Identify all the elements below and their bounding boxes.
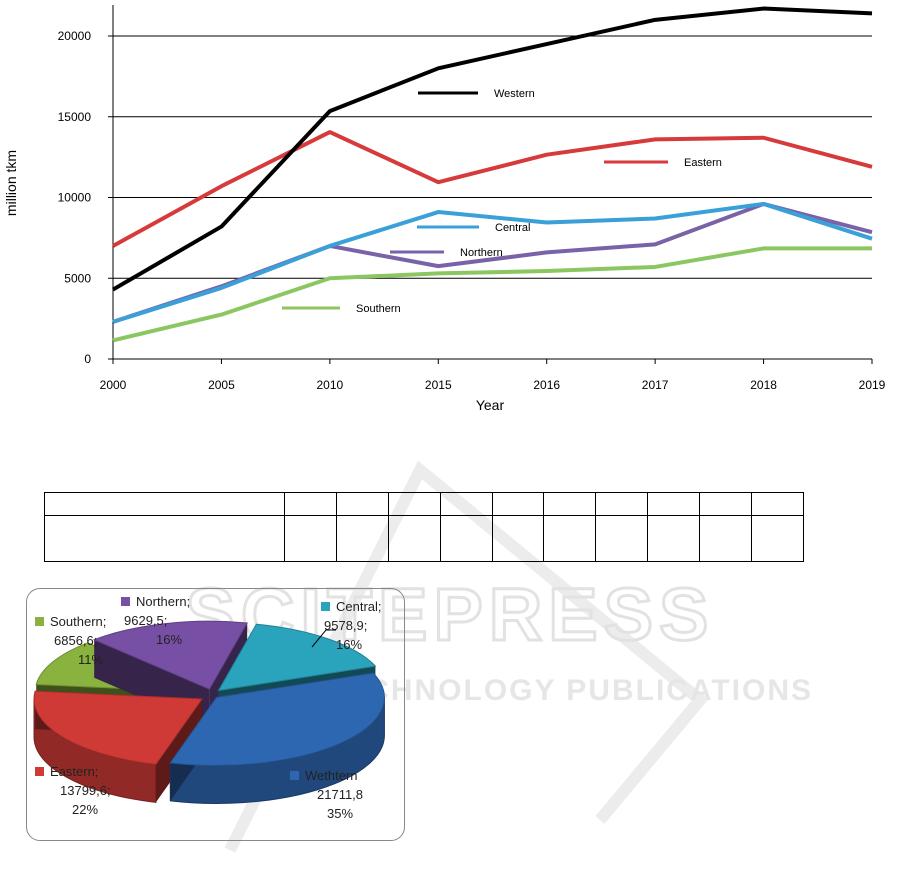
pie-label-pct: 22% (72, 802, 98, 817)
pie-label-pct: 16% (336, 637, 362, 652)
pie-chart-frame (26, 588, 405, 841)
table-row (44, 492, 804, 516)
y-tick-label: 0 (84, 352, 91, 366)
pie-label-name: Eastern; (50, 764, 98, 779)
y-tick-label: 10000 (58, 191, 92, 205)
pie-slice-top (92, 620, 248, 690)
legend-label: Western (494, 88, 535, 100)
pie-slice-top (217, 623, 377, 692)
pie-label-name: Wethtern (305, 768, 358, 783)
legend-label: Northern (460, 247, 503, 259)
x-tick-label: 2000 (100, 378, 127, 392)
y-axis-title: million tkm (3, 150, 19, 216)
series-line-central (112, 201, 873, 324)
pie-label-value: 21711,8 (317, 787, 363, 802)
pie-legend-marker (35, 767, 44, 776)
pie-slice-wethtern (169, 672, 385, 804)
pie-label-value: 9629,5; (124, 613, 167, 628)
pie-label-pct: 16% (156, 632, 182, 647)
pie-label-pct: 11% (78, 652, 103, 667)
pie-legend-marker (35, 617, 44, 626)
series-line-western (111, 6, 873, 292)
table-row (44, 515, 804, 562)
pie-legend-marker (321, 602, 330, 611)
pie-leader-line (311, 629, 336, 648)
pie-legend-marker (121, 597, 130, 606)
legend-label: Central (495, 222, 530, 234)
x-axis-title: Year (476, 397, 505, 413)
pie-slice-eastern (33, 690, 203, 803)
x-tick-label: 2005 (208, 378, 235, 392)
pie-slice-top (33, 690, 203, 765)
x-tick-label: 2018 (750, 378, 777, 392)
x-tick-label: 2017 (642, 378, 669, 392)
series-line-southern (112, 246, 872, 343)
legend-label: Eastern (684, 157, 722, 169)
pie-label-name: Southern; (50, 614, 106, 629)
x-tick-label: 2010 (317, 378, 344, 392)
y-tick-label: 20000 (58, 29, 92, 43)
x-tick-label: 2015 (425, 378, 452, 392)
x-tick-label: 2019 (859, 378, 886, 392)
pie-label-value: 6856,6; (54, 633, 97, 648)
y-tick-label: 5000 (64, 271, 91, 285)
pie-label-name: Central; (336, 599, 382, 614)
pie-slice-top (169, 672, 385, 766)
legend-label: Southern (356, 303, 401, 315)
series-line-eastern (112, 130, 873, 248)
empty-table (44, 492, 804, 562)
line-chart: 0 5000 10000 15000 20000 2000 2005 2010 2015 2016… (3, 5, 886, 413)
pie-label-value: 9578,9; (324, 618, 367, 633)
pie-legend-marker (290, 771, 299, 780)
x-tick-label: 2016 (533, 378, 560, 392)
pie-label-value: 13799,6; (60, 783, 111, 798)
y-tick-label: 15000 (58, 110, 92, 124)
pie-label-pct: 35% (327, 806, 353, 821)
pie-label-name: Northern; (136, 594, 190, 609)
